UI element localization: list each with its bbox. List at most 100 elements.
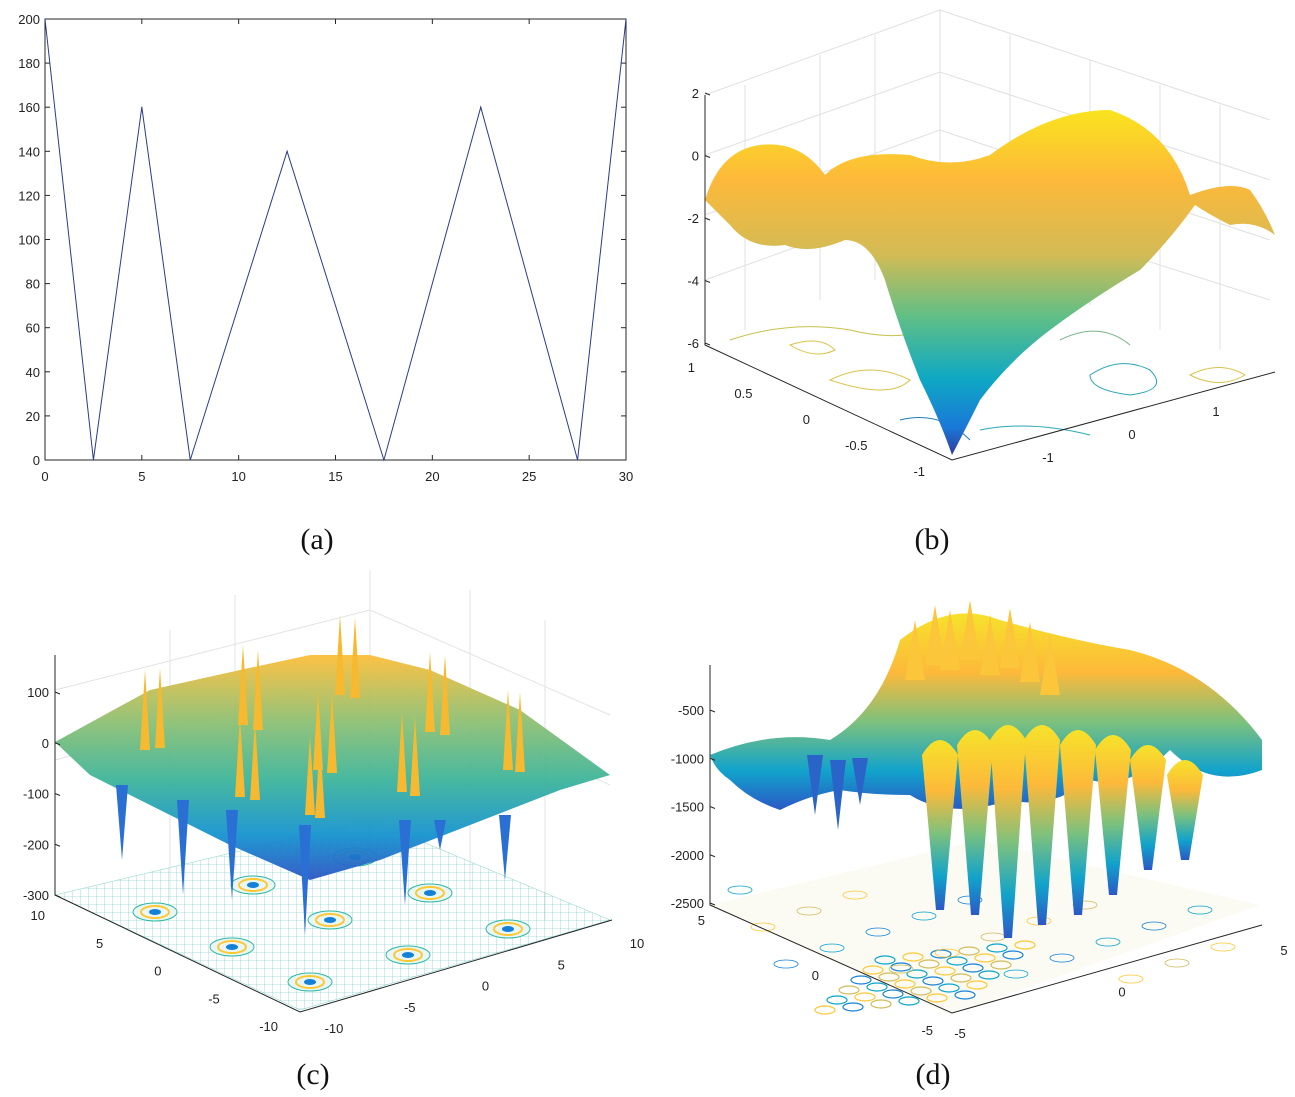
y-tick-label: -5 — [208, 991, 220, 1006]
z-tick-mark — [704, 342, 711, 346]
surface-chart-d: -2500 -2000 -1500 -1000 -500 5 0 -5 -5 0 5 — [671, 600, 1288, 1041]
contour-ring — [1187, 905, 1213, 915]
x-tick-label: 10 — [231, 469, 245, 484]
surface-trough — [852, 758, 868, 805]
contour-ring — [930, 949, 952, 959]
contour-ring — [938, 983, 960, 993]
contour-ring — [819, 943, 845, 953]
contour-ring — [966, 980, 988, 990]
contour-ring — [950, 973, 972, 983]
data-point — [480, 106, 482, 108]
y-tick-label: 40 — [26, 365, 40, 380]
contour-ring — [888, 964, 914, 974]
z-tick-mark — [54, 843, 61, 847]
caption-d: (d) — [915, 1058, 951, 1091]
contour-ring — [865, 927, 891, 937]
y-tick-label: 160 — [18, 100, 40, 115]
contour-ring — [911, 911, 937, 921]
contour-ring — [1003, 969, 1029, 979]
data-point — [383, 459, 385, 461]
x-tick-label: -1 — [1042, 450, 1054, 465]
contour-blob — [209, 937, 255, 957]
z-tick-mark — [54, 894, 61, 898]
surface-cone — [990, 725, 1026, 938]
contour-ring — [958, 946, 980, 956]
contour-ring — [918, 959, 940, 969]
panel-a: 0 5 10 15 20 25 30 0 20 40 60 80 100 120 140 160 180 200 — [0, 0, 650, 520]
z-tick-label: -500 — [678, 703, 704, 718]
contour-ring — [750, 922, 776, 932]
contour-blob — [230, 875, 276, 895]
z-tick-mark — [54, 742, 61, 746]
contour-ring — [826, 995, 848, 1005]
contour-ring — [1118, 974, 1144, 984]
surface-trough — [116, 785, 128, 860]
surface-cone — [1130, 745, 1166, 870]
line-chart-a: 0 5 10 15 20 25 30 0 20 40 60 80 100 120 140 160 180 200 — [18, 12, 633, 484]
surface-chart-c: -300 -200 -100 0 100 10 5 0 -5 -10 -10 -5 0 5 10 — [23, 570, 644, 1036]
contour-ring — [882, 989, 904, 999]
y-tick-label: -10 — [259, 1019, 278, 1034]
surface-peak — [925, 605, 945, 665]
caption-a: (a) — [300, 523, 334, 556]
y-tick-label: 120 — [18, 188, 40, 203]
x-tick-label: 30 — [619, 469, 633, 484]
contour-ring — [1164, 958, 1190, 968]
contour-ring — [962, 963, 984, 973]
contour-blob — [307, 910, 353, 930]
contour-ring — [922, 976, 944, 986]
x-tick-label: 20 — [425, 469, 439, 484]
z-tick-label: 100 — [27, 685, 49, 700]
contour-blob — [485, 919, 531, 939]
surface-peak — [327, 693, 337, 773]
z-tick-label: -6 — [687, 336, 699, 351]
surface-peak — [397, 712, 407, 792]
x-tick-label: 1 — [1212, 404, 1219, 419]
surface-peak — [410, 716, 420, 796]
z-tick-label: 0 — [42, 736, 49, 751]
surface-peak — [350, 618, 360, 698]
contour-ring — [842, 1002, 864, 1012]
x-tick-label: -5 — [404, 1000, 416, 1015]
z-tick-label: -2 — [687, 211, 699, 226]
surface-peak — [960, 600, 980, 660]
y-tick-label: 1 — [688, 360, 695, 375]
z-tick-mark — [704, 155, 711, 158]
y-tick-label: 0.5 — [734, 386, 752, 401]
z-tick-mark — [709, 806, 716, 809]
z-tick-label: -300 — [23, 888, 49, 903]
data-point — [92, 459, 95, 461]
surface-peak — [425, 652, 435, 732]
contour-ring — [934, 966, 956, 976]
contour-ring — [842, 890, 868, 900]
y-tick-label: -0.5 — [845, 438, 867, 453]
contour-ring — [850, 975, 872, 985]
surface-cone — [957, 730, 993, 915]
data-point — [44, 18, 46, 20]
z-tick-label: -1500 — [671, 800, 704, 815]
y-tick-label: 20 — [26, 409, 40, 424]
series-line — [44, 18, 627, 462]
x-tick-label: 5 — [1280, 943, 1287, 958]
contour-ring — [946, 956, 968, 966]
panel-b: -6 -4 -2 0 2 1 0.5 0 -0.5 -1 -1 0 1 — [650, 0, 1295, 520]
contour-ring — [874, 955, 896, 965]
surface-peak — [1040, 635, 1060, 695]
contour-ring — [878, 972, 900, 982]
y-tick-label: 10 — [31, 908, 45, 923]
contour-blob — [132, 902, 178, 922]
x-tick-label: -10 — [325, 1021, 344, 1036]
axes-c — [54, 655, 613, 1013]
surface-trough — [830, 760, 846, 830]
surface-peak — [253, 650, 263, 730]
z-tick-label: 0 — [692, 149, 699, 164]
contour-ring — [954, 990, 976, 1000]
y-tick-label: 0 — [33, 453, 40, 468]
surface-peak — [980, 615, 1000, 675]
contour-blob — [385, 945, 431, 965]
y-tick-label: -5 — [921, 1023, 933, 1038]
surface-trough — [226, 810, 238, 900]
surface-peak — [305, 735, 315, 815]
z-tick-mark — [704, 92, 711, 96]
contour-ring — [1014, 940, 1036, 950]
